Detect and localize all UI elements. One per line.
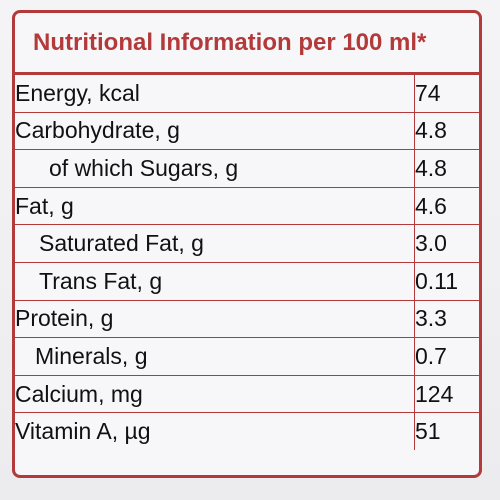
- row-label: Carbohydrate, g: [15, 112, 415, 151]
- row-value: 4.8: [414, 112, 479, 151]
- table-row: Energy, kcal 74: [15, 75, 479, 113]
- row-label: Minerals, g: [15, 337, 415, 376]
- row-label: Trans Fat, g: [15, 262, 415, 301]
- nutrition-title: Nutritional Information per 100 ml*: [15, 13, 479, 75]
- table-row: Carbohydrate, g 4.8: [15, 112, 479, 151]
- table-row: Fat, g 4.6: [15, 187, 479, 226]
- table-row: Saturated Fat, g 3.0: [15, 224, 479, 263]
- row-value: 0.7: [414, 337, 479, 376]
- row-label: Protein, g: [15, 300, 415, 339]
- table-row: Trans Fat, g 0.11: [15, 262, 479, 301]
- row-value: 74: [414, 75, 479, 113]
- row-label: Saturated Fat, g: [15, 224, 415, 263]
- row-value: 4.6: [414, 187, 479, 226]
- table-row: Calcium, mg 124: [15, 375, 479, 414]
- row-label: Fat, g: [15, 187, 415, 226]
- table-row: Minerals, g 0.7: [15, 337, 479, 376]
- table-row: Protein, g 3.3: [15, 300, 479, 339]
- table-row: of which Sugars, g 4.8: [15, 149, 479, 188]
- nutrition-table: Energy, kcal 74 Carbohydrate, g 4.8 of w…: [15, 75, 479, 450]
- row-label: Calcium, mg: [15, 375, 415, 414]
- nutrition-panel: Nutritional Information per 100 ml* Ener…: [12, 10, 482, 478]
- row-value: 124: [414, 375, 479, 414]
- row-label: Energy, kcal: [15, 75, 415, 113]
- row-value: 51: [414, 412, 479, 450]
- row-value: 3.3: [414, 300, 479, 339]
- row-value: 0.11: [414, 262, 479, 301]
- row-label: Vitamin A, µg: [15, 418, 151, 445]
- row-value: 3.0: [414, 224, 479, 263]
- row-label: of which Sugars, g: [15, 149, 415, 188]
- table-row: Vitamin A, µg 51: [15, 412, 479, 450]
- row-value: 4.8: [414, 149, 479, 188]
